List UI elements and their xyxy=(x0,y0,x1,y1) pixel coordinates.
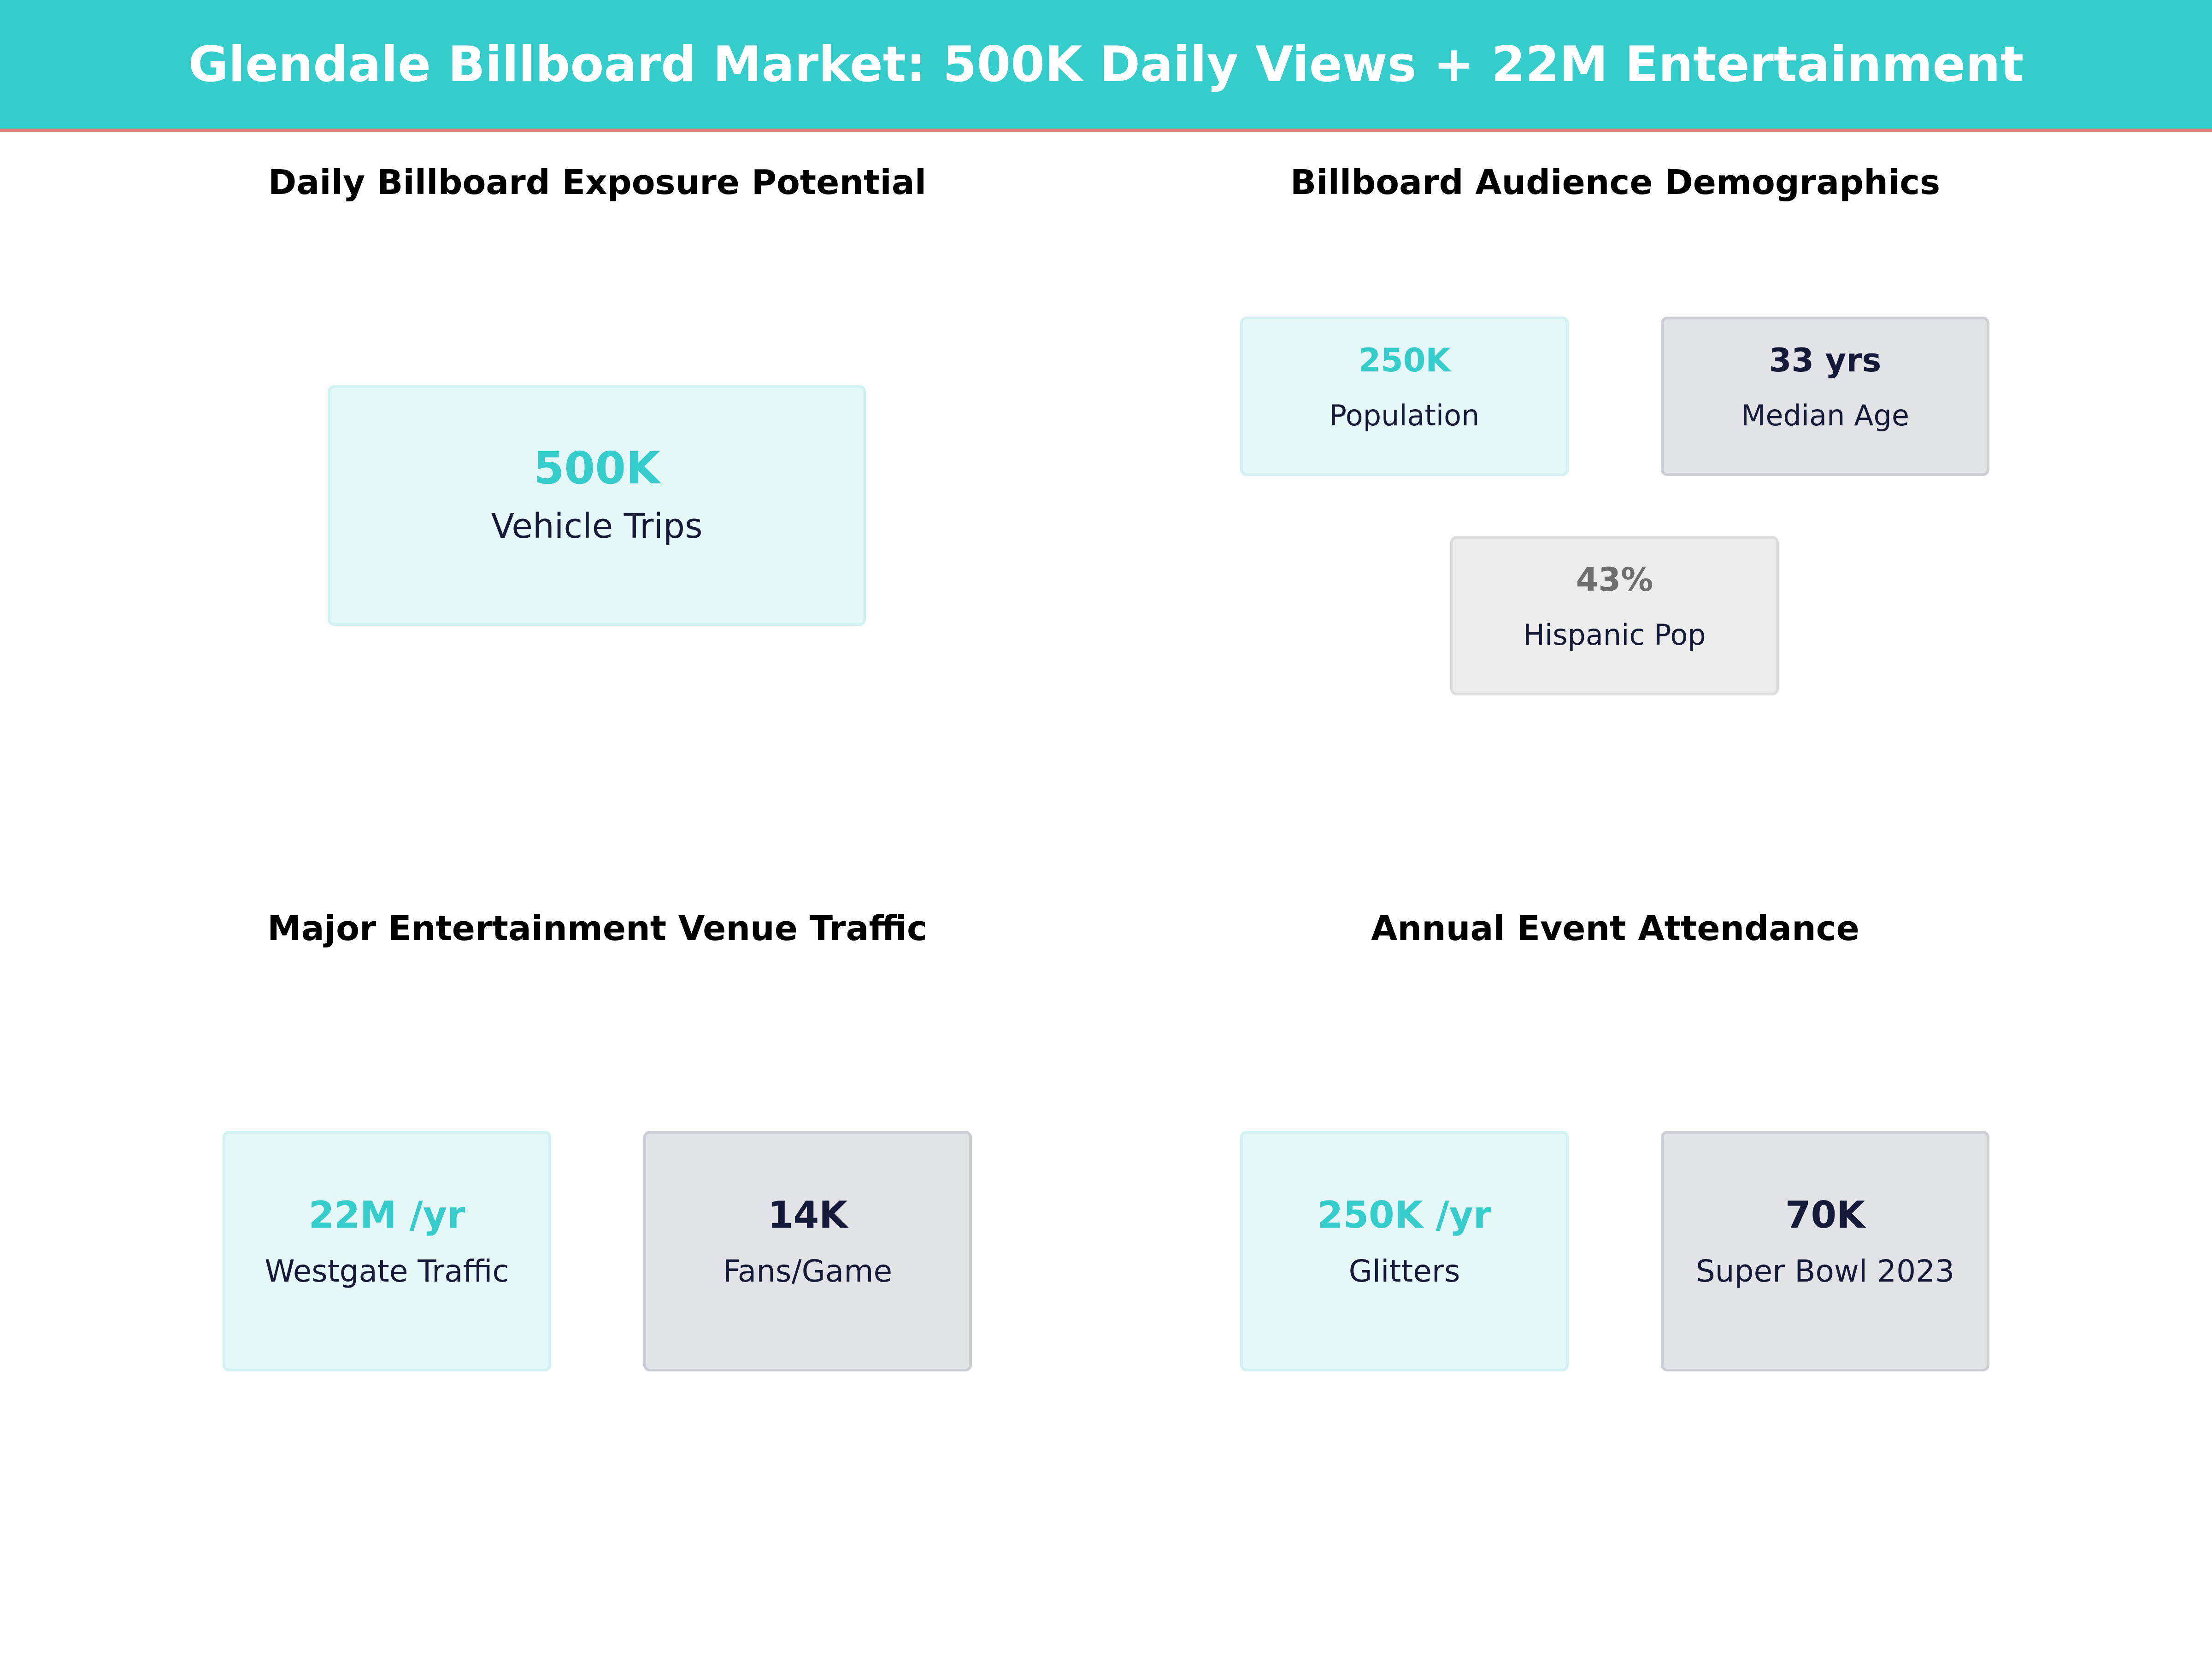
vehicle-trips-value: 500K xyxy=(533,442,660,494)
westgate-traffic-value: 22M /yr xyxy=(308,1194,465,1236)
fans-per-game-value: 14K xyxy=(767,1194,848,1236)
fans-per-game-card: 14K Fans/Game xyxy=(643,1131,972,1371)
venue-panel-title: Major Entertainment Venue Traffic xyxy=(267,909,927,948)
page-title: Glendale Billboard Market: 500K Daily Vi… xyxy=(188,36,2024,93)
demographics-panel-title: Billboard Audience Demographics xyxy=(1290,163,1941,202)
westgate-traffic-label: Westgate Traffic xyxy=(265,1253,509,1289)
glitters-card: 250K /yr Glitters xyxy=(1240,1131,1569,1371)
glitters-value: 250K /yr xyxy=(1317,1194,1492,1236)
hispanic-pop-label: Hispanic Pop xyxy=(1523,618,1706,652)
vehicle-trips-card: 500K Vehicle Trips xyxy=(328,385,866,626)
westgate-traffic-card: 22M /yr Westgate Traffic xyxy=(223,1131,551,1371)
vehicle-trips-label: Vehicle Trips xyxy=(491,506,703,546)
population-value: 250K xyxy=(1358,341,1451,379)
super-bowl-card: 70K Super Bowl 2023 xyxy=(1661,1131,1989,1371)
exposure-panel-title: Daily Billboard Exposure Potential xyxy=(268,163,927,202)
population-card: 250K Population xyxy=(1240,317,1569,476)
median-age-card: 33 yrs Median Age xyxy=(1661,317,1989,476)
median-age-value: 33 yrs xyxy=(1769,341,1882,379)
glitters-label: Glitters xyxy=(1348,1253,1460,1289)
events-panel-title: Annual Event Attendance xyxy=(1371,909,1859,948)
population-label: Population xyxy=(1329,399,1480,432)
super-bowl-label: Super Bowl 2023 xyxy=(1695,1253,1955,1289)
hispanic-pop-card: 43% Hispanic Pop xyxy=(1450,536,1779,695)
median-age-label: Median Age xyxy=(1741,399,1910,432)
hispanic-pop-value: 43% xyxy=(1576,561,1653,599)
page-header: Glendale Billboard Market: 500K Daily Vi… xyxy=(0,0,2212,132)
super-bowl-value: 70K xyxy=(1785,1194,1865,1236)
fans-per-game-label: Fans/Game xyxy=(723,1253,893,1289)
